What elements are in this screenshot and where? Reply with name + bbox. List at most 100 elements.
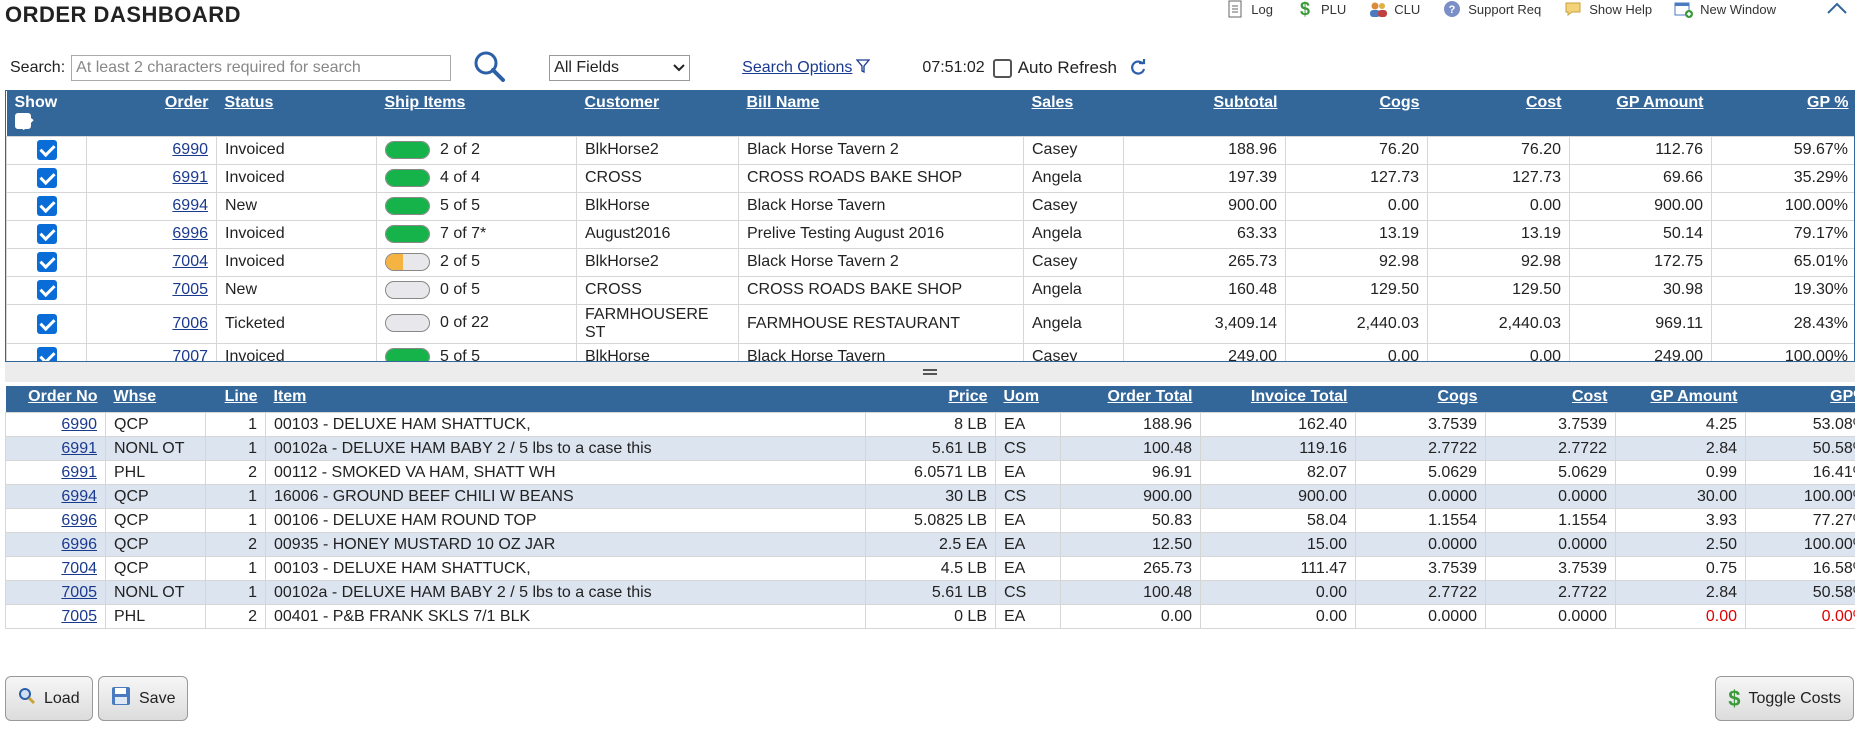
order-row[interactable]: 6994 New 5 of 5 BlkHorse Black Horse Tav…: [6, 191, 1854, 221]
order-row[interactable]: 7007 Invoiced 5 of 5 BlkHorse Black Hors…: [6, 342, 1854, 362]
log-link[interactable]: Log: [1225, 0, 1273, 19]
search-field-select[interactable]: All Fields: [549, 55, 691, 81]
new-window-link[interactable]: New Window: [1674, 0, 1776, 19]
col-price[interactable]: Price: [865, 386, 996, 412]
order-row[interactable]: 7004 Invoiced 2 of 5 BlkHorse2 Black Hor…: [6, 247, 1854, 277]
order-row[interactable]: 6991 Invoiced 4 of 4 CROSS CROSS ROADS B…: [6, 163, 1854, 193]
col-sales[interactable]: Sales: [1023, 91, 1124, 136]
col-item[interactable]: Item: [265, 386, 866, 412]
line-cogs-cell: 0.0000: [1355, 531, 1486, 557]
order-link[interactable]: 7006: [172, 314, 208, 332]
search-input[interactable]: [71, 55, 452, 81]
show-checkbox[interactable]: [36, 168, 57, 188]
order-link[interactable]: 7004: [172, 253, 208, 270]
show-cell: [6, 303, 87, 344]
load-button[interactable]: Load: [5, 676, 93, 721]
col-invoice-total[interactable]: Invoice Total: [1200, 386, 1356, 412]
order-link[interactable]: 6990: [172, 141, 208, 158]
invoice-total-cell: 0.00: [1200, 603, 1356, 629]
line-gp-percent-cell: 0.00%: [1745, 603, 1855, 629]
order-line-row[interactable]: 6990 QCP 1 00103 - DELUXE HAM SHATTUCK, …: [5, 411, 1855, 437]
order-no-link[interactable]: 6991: [61, 439, 97, 457]
col-gp-percent[interactable]: GP %: [1711, 91, 1854, 136]
col-order-total[interactable]: Order Total: [1060, 386, 1201, 412]
order-row[interactable]: 7006 Ticketed 0 of 22 FARMHOUSERE ST FAR…: [6, 303, 1854, 344]
auto-refresh-checkbox[interactable]: [992, 58, 1012, 78]
col-line-gp-amount[interactable]: GP Amount: [1615, 386, 1746, 412]
col-gp-amount[interactable]: GP Amount: [1569, 91, 1712, 136]
order-no-link[interactable]: 6994: [61, 487, 97, 505]
order-no-cell: 6994: [5, 483, 106, 509]
col-line-gp-percent[interactable]: GP%: [1745, 386, 1855, 412]
search-options-link[interactable]: Search Options: [742, 58, 871, 78]
col-whse[interactable]: Whse: [105, 386, 206, 412]
order-link[interactable]: 6996: [172, 225, 208, 242]
pane-splitter[interactable]: [5, 362, 1855, 382]
toggle-costs-button[interactable]: $ Toggle Costs: [1715, 676, 1854, 721]
show-checkbox[interactable]: [36, 140, 57, 160]
col-cost[interactable]: Cost: [1427, 91, 1570, 136]
line-cost-cell: 1.1554: [1485, 507, 1616, 533]
order-line-row[interactable]: 6991 NONL OT 1 00102a - DELUXE HAM BABY …: [5, 435, 1855, 461]
show-checkbox[interactable]: [36, 347, 57, 361]
order-no-link[interactable]: 6996: [61, 535, 97, 553]
order-no-link[interactable]: 7005: [61, 607, 97, 625]
show-help-link[interactable]: Show Help: [1563, 0, 1652, 19]
subtotal-cell: 900.00: [1123, 191, 1286, 221]
ship-progress-bar: [385, 168, 430, 187]
order-line-row[interactable]: 7004 QCP 1 00103 - DELUXE HAM SHATTUCK, …: [5, 555, 1855, 581]
show-checkbox[interactable]: [36, 252, 57, 272]
col-bill-name[interactable]: Bill Name: [738, 91, 1024, 136]
order-row[interactable]: 6996 Invoiced 7 of 7* August2016 Prelive…: [6, 219, 1854, 249]
drag-handle-icon: [923, 369, 937, 375]
order-cell: 6991: [86, 163, 217, 193]
order-line-row[interactable]: 6991 PHL 2 00112 - SMOKED VA HAM, SHATT …: [5, 459, 1855, 485]
col-subtotal[interactable]: Subtotal: [1123, 91, 1286, 136]
order-link[interactable]: 6994: [172, 197, 208, 214]
show-checkbox[interactable]: [36, 196, 57, 216]
order-line-row[interactable]: 6996 QCP 2 00935 - HONEY MUSTARD 10 OZ J…: [5, 531, 1855, 557]
invoice-total-cell: 58.04: [1200, 507, 1356, 533]
cost-cell: 129.50: [1427, 275, 1570, 305]
order-no-link[interactable]: 6990: [61, 415, 97, 433]
collapse-button[interactable]: [1824, 0, 1850, 20]
col-order-no[interactable]: Order No: [5, 386, 106, 412]
order-row[interactable]: 6990 Invoiced 2 of 2 BlkHorse2 Black Hor…: [6, 135, 1854, 165]
col-cogs[interactable]: Cogs: [1285, 91, 1428, 136]
order-line-row[interactable]: 7005 NONL OT 1 00102a - DELUXE HAM BABY …: [5, 579, 1855, 605]
order-no-link[interactable]: 7005: [61, 583, 97, 601]
show-checkbox[interactable]: [36, 224, 57, 244]
show-checkbox[interactable]: [36, 313, 57, 334]
col-customer[interactable]: Customer: [576, 91, 739, 136]
order-no-link[interactable]: 6991: [61, 463, 97, 481]
col-uom[interactable]: Uom: [995, 386, 1061, 412]
col-line-cogs[interactable]: Cogs: [1355, 386, 1486, 412]
ship-progress-bar: [385, 252, 430, 271]
show-checkbox[interactable]: [36, 280, 57, 300]
order-link[interactable]: 7007: [172, 348, 208, 362]
order-line-row[interactable]: 6996 QCP 1 00106 - DELUXE HAM ROUND TOP …: [5, 507, 1855, 533]
col-line-cost[interactable]: Cost: [1485, 386, 1616, 412]
save-button[interactable]: Save: [98, 676, 189, 721]
show-all-checkbox[interactable]: [14, 112, 31, 129]
plu-link[interactable]: $ PLU: [1295, 0, 1346, 19]
col-status[interactable]: Status: [216, 91, 377, 136]
support-link[interactable]: ? Support Req: [1442, 0, 1541, 19]
col-line[interactable]: Line: [205, 386, 266, 412]
help-circle-icon: ?: [1442, 0, 1462, 19]
col-show[interactable]: Show: [6, 91, 87, 136]
col-ship-items[interactable]: Ship Items: [376, 91, 577, 136]
gp-percent-cell: 28.43%: [1711, 303, 1854, 344]
item-cell: 00102a - DELUXE HAM BABY 2 / 5 lbs to a …: [265, 435, 866, 461]
order-no-link[interactable]: 7004: [61, 559, 97, 577]
order-row[interactable]: 7005 New 0 of 5 CROSS CROSS ROADS BAKE S…: [6, 275, 1854, 305]
refresh-icon[interactable]: [1129, 59, 1147, 77]
col-order[interactable]: Order: [86, 91, 217, 136]
order-link[interactable]: 7005: [172, 281, 208, 298]
order-line-row[interactable]: 6994 QCP 1 16006 - GROUND BEEF CHILI W B…: [5, 483, 1855, 509]
order-no-link[interactable]: 6996: [61, 511, 97, 529]
search-button[interactable]: [469, 48, 509, 88]
order-line-row[interactable]: 7005 PHL 2 00401 - P&B FRANK SKLS 7/1 BL…: [5, 603, 1855, 629]
order-link[interactable]: 6991: [172, 169, 208, 186]
clu-link[interactable]: CLU: [1368, 0, 1420, 19]
